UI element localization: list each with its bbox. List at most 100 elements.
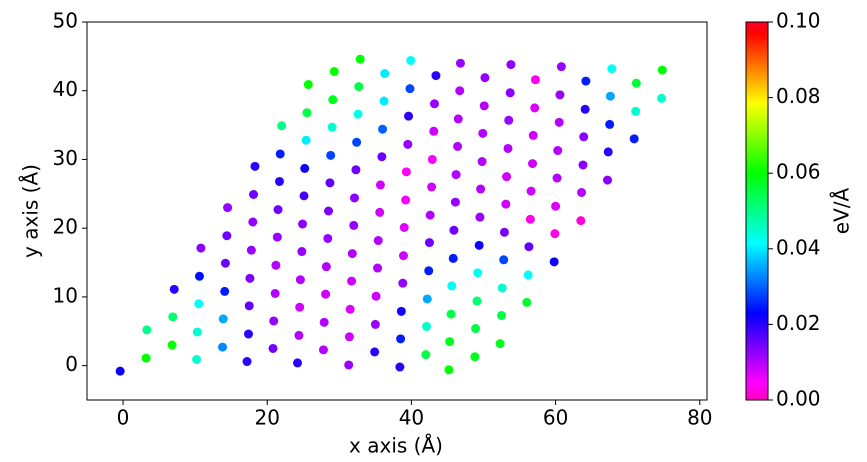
scatter-point [478, 128, 488, 138]
scatter-point [607, 64, 617, 74]
scatter-point [475, 212, 485, 222]
scatter-point [220, 258, 230, 268]
colorbar-tick-label: 0.10 [776, 9, 821, 33]
plot-frame [86, 21, 708, 401]
scatter-point [577, 187, 587, 197]
colorbar-tick-label: 0.08 [776, 84, 821, 108]
scatter-point [142, 325, 152, 335]
colorbar-tick-label: 0.00 [776, 387, 821, 411]
scatter-point [422, 294, 432, 304]
y-tick-label: 0 [65, 352, 78, 376]
scatter-point [556, 62, 566, 72]
scatter-point [294, 330, 304, 340]
scatter-point [218, 342, 228, 352]
scatter-point [526, 186, 536, 196]
scatter-point [347, 249, 357, 259]
scatter-point [370, 319, 380, 329]
scatter-point [455, 58, 465, 68]
scatter-point [424, 238, 434, 248]
scatter-point [298, 219, 308, 229]
scatter-point [424, 266, 434, 276]
scatter-point [578, 160, 588, 170]
scatter-point [300, 163, 310, 173]
scatter-point [373, 263, 383, 273]
scatter-point [549, 257, 559, 267]
scatter-point [377, 152, 387, 162]
scatter-point [405, 84, 415, 94]
scatter-point [354, 82, 364, 92]
scatter-point [505, 88, 515, 98]
scatter-point [194, 299, 204, 309]
scatter-point [477, 157, 487, 167]
scatter-point [401, 195, 411, 205]
scatter-point [321, 289, 331, 299]
scatter-point [192, 354, 202, 364]
scatter-point [427, 154, 437, 164]
scatter-point [249, 190, 259, 200]
scatter-point [301, 135, 311, 145]
scatter-point [295, 275, 305, 285]
scatter-point [555, 90, 565, 100]
scatter-point [499, 227, 509, 237]
scatter-point [303, 80, 313, 90]
scatter-point [497, 283, 507, 293]
scatter-point [273, 205, 283, 215]
scatter-point [168, 312, 178, 322]
scatter-point [196, 243, 206, 253]
scatter-point [580, 104, 590, 114]
scatter-point [470, 352, 480, 362]
scatter-point [445, 337, 455, 347]
scatter-point [349, 220, 359, 230]
scatter-point [223, 203, 233, 213]
scatter-point [319, 317, 329, 327]
scatter-point [554, 117, 564, 127]
x-tick-label: 80 [687, 406, 712, 430]
scatter-point [328, 95, 338, 105]
scatter-point [479, 101, 489, 111]
scatter-point [605, 91, 615, 101]
scatter-point [403, 139, 413, 149]
scatter-point [473, 268, 483, 278]
scatter-point [530, 103, 540, 113]
scatter-point [447, 281, 457, 291]
scatter-point [323, 233, 333, 243]
scatter-point [444, 365, 454, 375]
scatter-point [603, 147, 613, 157]
scatter-point [245, 273, 255, 283]
scatter-point [398, 251, 408, 261]
scatter-point [243, 329, 253, 339]
scatter-point [375, 207, 385, 217]
scatter-point [603, 175, 613, 185]
scatter-point [396, 334, 406, 344]
y-tick-label: 30 [53, 146, 78, 170]
scatter-point [352, 137, 362, 147]
scatter-point [222, 231, 232, 241]
scatter-point [268, 343, 278, 353]
scatter-point [246, 245, 256, 255]
scatter-point [167, 340, 177, 350]
scatter-point [329, 66, 339, 76]
scatter-point [324, 206, 334, 216]
scatter-point [449, 225, 459, 235]
scatter-point [347, 276, 357, 286]
scatter-point [506, 60, 516, 70]
y-tick-label: 50 [53, 9, 78, 33]
y-axis-label: y axis (Å) [19, 164, 43, 258]
scatter-point [325, 178, 335, 188]
scatter-point [277, 121, 287, 131]
scatter-point [471, 324, 481, 334]
scatter-point [272, 232, 282, 242]
scatter-point [318, 345, 328, 355]
scatter-point [657, 65, 667, 75]
y-tick-label: 40 [53, 77, 78, 101]
scatter-point [349, 193, 359, 203]
scatter-point [220, 286, 230, 296]
scatter-point [503, 143, 513, 153]
y-tick-label: 10 [53, 283, 78, 307]
scatter-point [395, 362, 405, 372]
scatter-point [373, 236, 383, 246]
scatter-point [455, 86, 465, 96]
scatter-point [446, 309, 456, 319]
scatter-point [115, 366, 125, 376]
scatter-point [504, 115, 514, 125]
